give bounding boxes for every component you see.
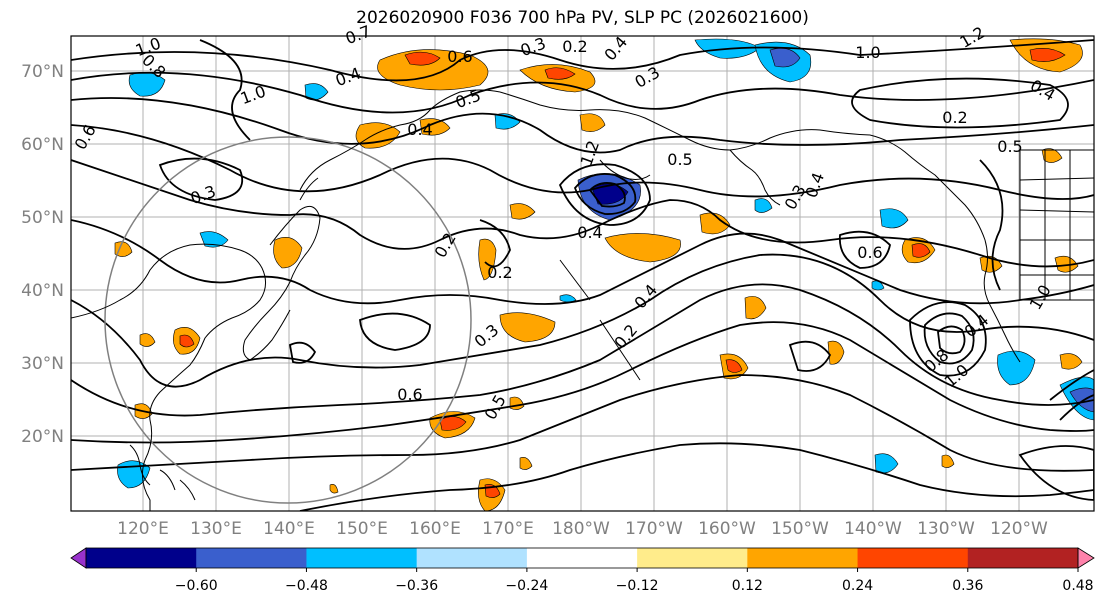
reference-circle (104, 136, 472, 504)
contour-lines (71, 39, 1094, 511)
longitude-labels: 120°E 130°E 140°E 150°E 160°E 170°E 180°W 170°W… (117, 519, 1048, 539)
lat-label: 40°N (21, 281, 64, 301)
lon-label: 120°E (117, 519, 169, 539)
colorbar-tick-label: 0.48 (1062, 578, 1093, 594)
contour-label: 0.6 (397, 385, 422, 404)
contour-label: 0.2 (487, 263, 512, 282)
plot-frame (70, 35, 1095, 512)
lon-label: 120°W (990, 519, 1048, 539)
contour-label: 0.4 (407, 120, 432, 139)
lon-label: 150°E (336, 519, 388, 539)
lon-label: 150°W (771, 519, 829, 539)
colorbar-swatch (416, 548, 528, 568)
colorbar-tick-label: 0.36 (952, 578, 983, 594)
contour-label: 1.0 (855, 43, 880, 62)
contour-label: 0.5 (667, 150, 692, 169)
lon-label: 140°W (844, 519, 902, 539)
contour-label: 0.2 (562, 37, 587, 56)
lon-label: 130°W (917, 519, 975, 539)
latitude-labels: 70°N 60°N 50°N 40°N 30°N 20°N (21, 62, 64, 447)
colorbar-tick-label: −0.60 (175, 578, 218, 594)
colorbar-swatch (306, 548, 418, 568)
colorbar-extend-high (1077, 547, 1095, 569)
lat-label: 30°N (21, 354, 64, 374)
colorbar-swatch (526, 548, 638, 568)
lon-label: 180°W (552, 519, 610, 539)
lon-label: 140°E (263, 519, 315, 539)
colorbar-tick-label: −0.12 (616, 578, 659, 594)
lat-label: 60°N (21, 135, 64, 155)
colorbar: −0.60 −0.48 −0.36 −0.24 −0.12 0.12 0.24 0.36 0.4… (70, 547, 1095, 594)
contour-label: 0.6 (447, 47, 472, 66)
lat-label: 70°N (21, 62, 64, 82)
colorbar-swatch (196, 548, 307, 568)
contour-label: 0.2 (942, 108, 967, 127)
contour-label: 0.5 (997, 137, 1022, 156)
lon-label: 130°E (190, 519, 242, 539)
colorbar-extend-low (70, 547, 87, 569)
colorbar-swatch (86, 548, 197, 568)
lon-label: 170°E (482, 519, 534, 539)
colorbar-tick-label: 0.12 (732, 578, 763, 594)
colorbar-tick-label: −0.36 (395, 578, 438, 594)
lon-label: 160°W (698, 519, 756, 539)
colorbar-swatch (857, 548, 969, 568)
lon-label: 170°W (625, 519, 683, 539)
lat-label: 50°N (21, 208, 64, 228)
colorbar-swatch (967, 548, 1079, 568)
colorbar-frame (85, 547, 1079, 569)
contour-label: 0.6 (857, 243, 882, 262)
lat-label: 20°N (21, 427, 64, 447)
contour-label: 0.4 (577, 223, 602, 242)
colorbar-tick-label: 0.24 (842, 578, 873, 594)
colorbar-swatch (747, 548, 859, 568)
colorbar-tick-label: −0.24 (505, 578, 548, 594)
colorbar-tick-label: −0.48 (285, 578, 328, 594)
map-title: 2026020900 F036 700 hPa PV, SLP PC (2026… (356, 8, 809, 28)
lon-label: 160°E (409, 519, 461, 539)
colorbar-swatch (637, 548, 748, 568)
coastlines (71, 89, 1094, 511)
